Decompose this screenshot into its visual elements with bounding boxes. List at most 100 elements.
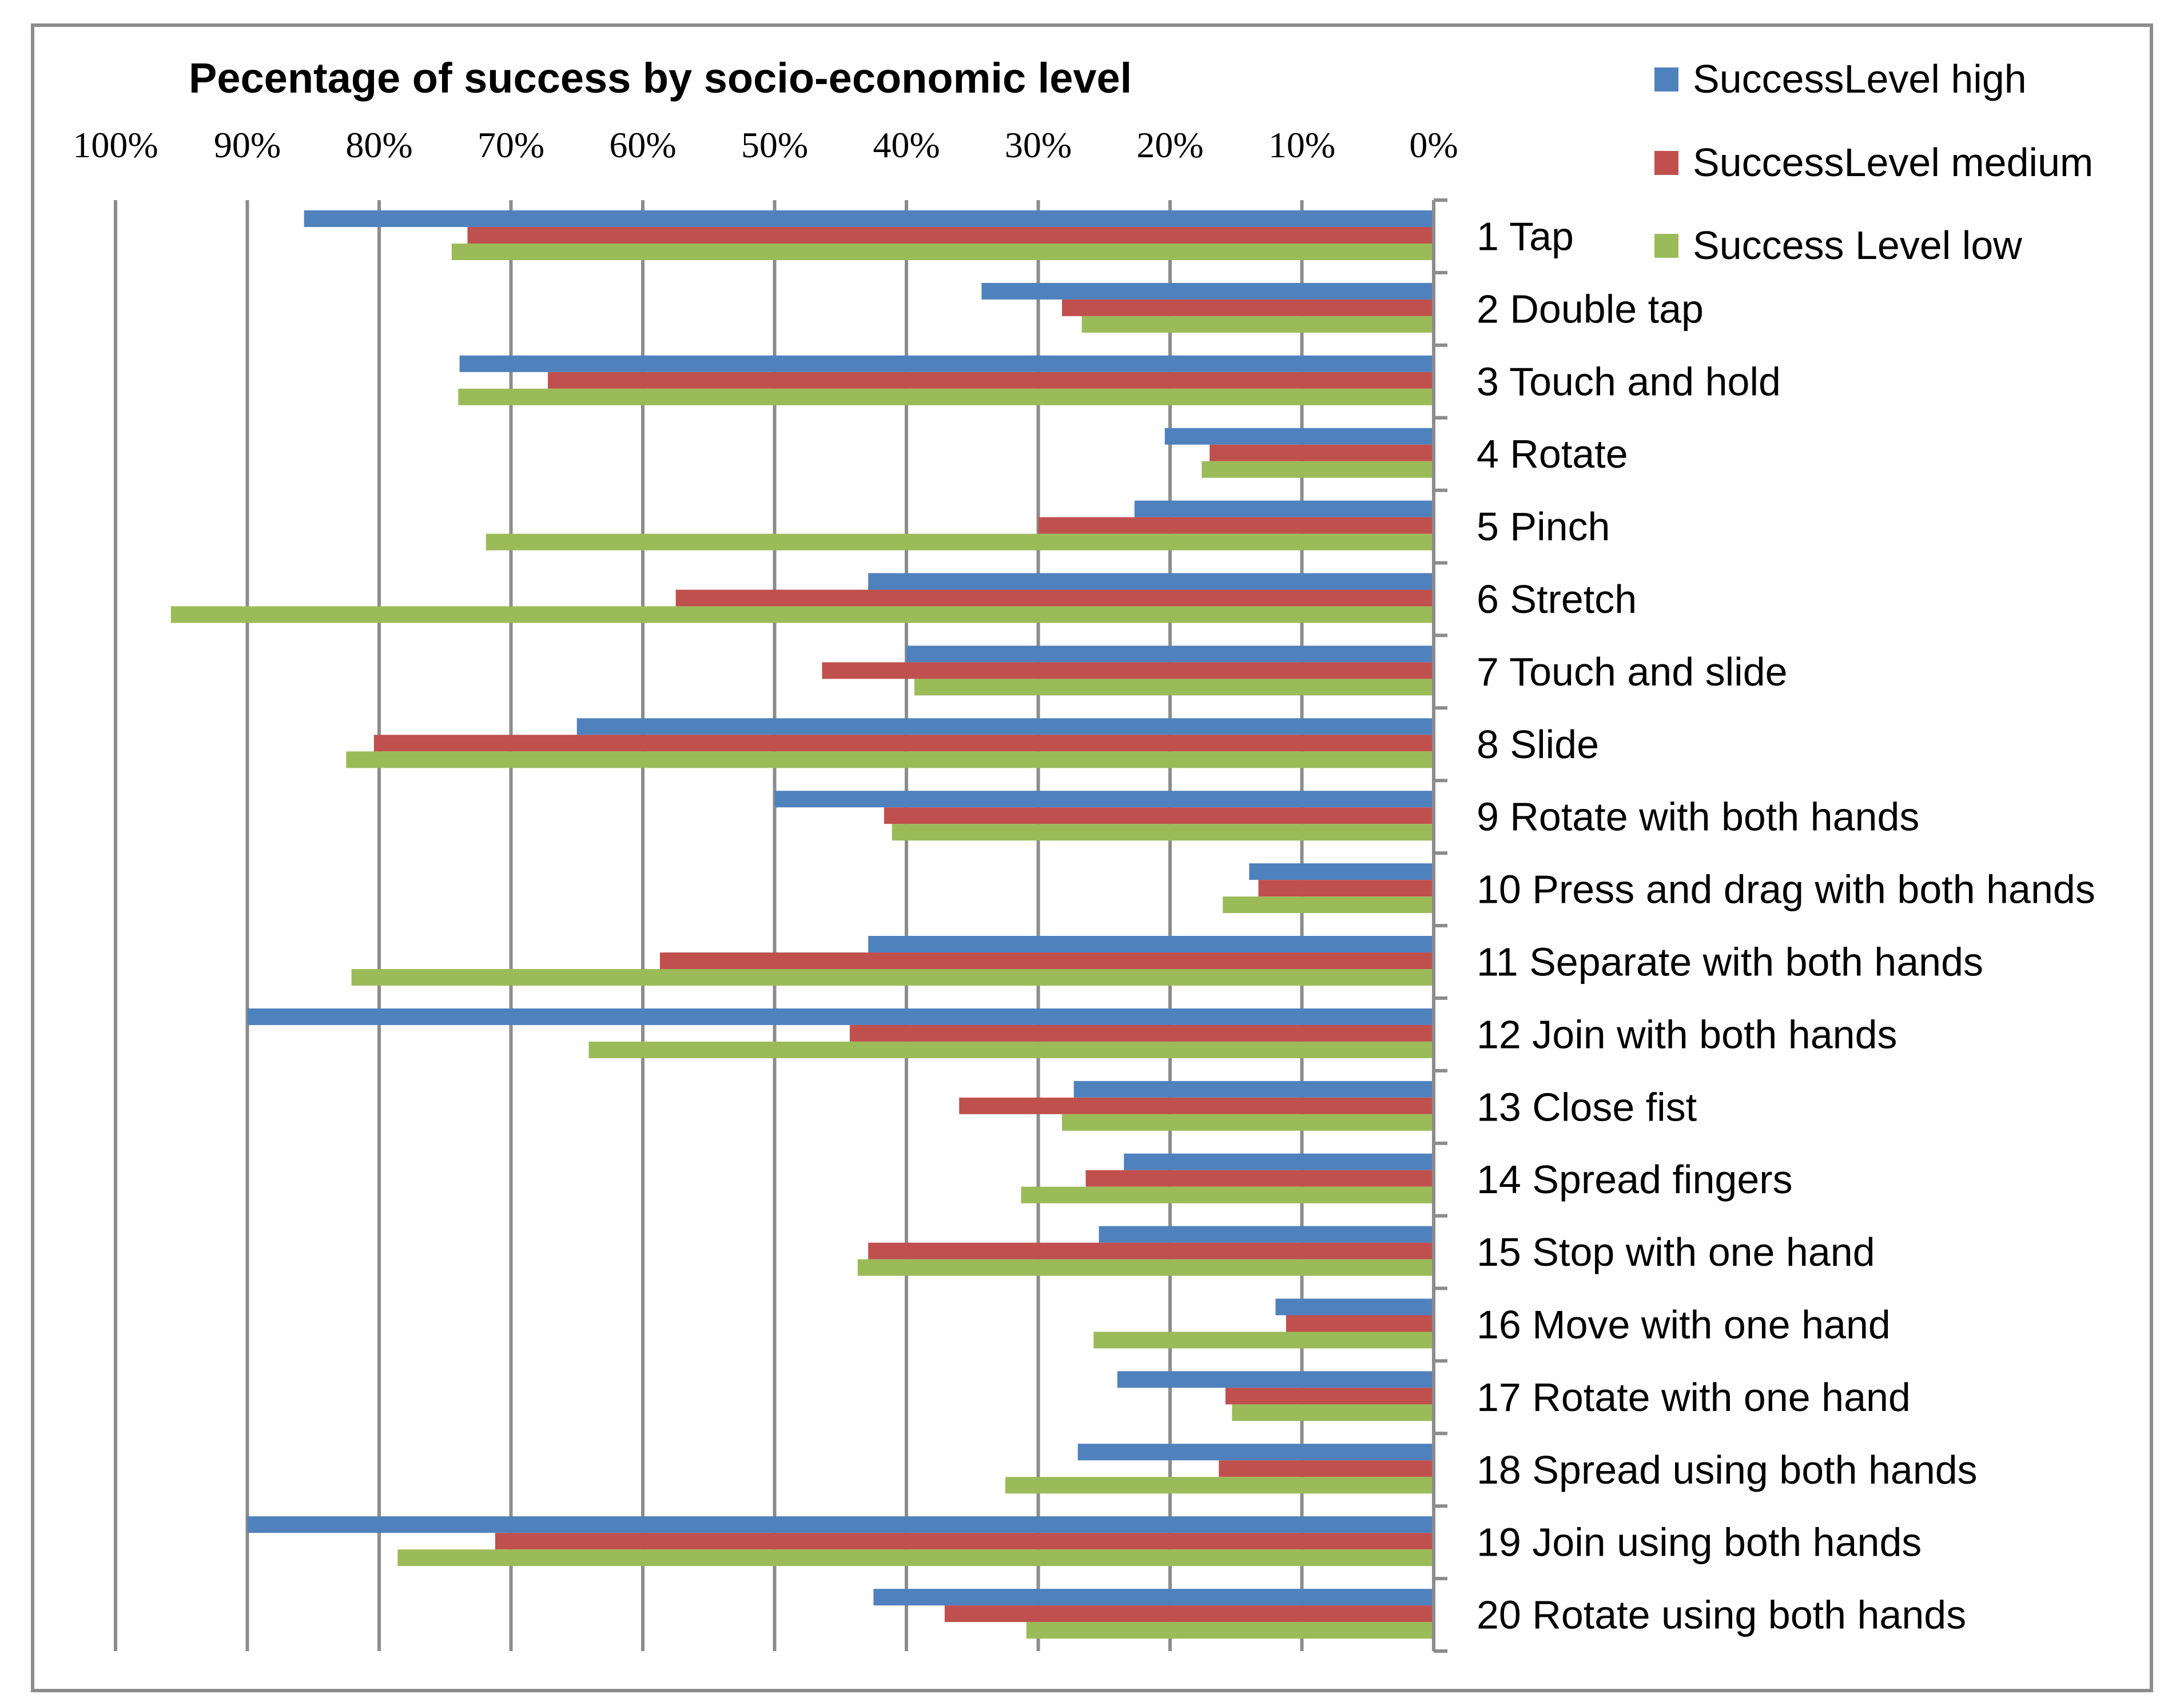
bar [397, 1549, 1434, 1567]
category-label: 12 Join with both hands [1477, 1012, 1897, 1057]
x-tick-label: 60% [609, 125, 676, 165]
bar [944, 1605, 1434, 1623]
bar [1061, 1114, 1434, 1131]
bar [588, 1041, 1434, 1058]
category-label: 16 Move with one hand [1477, 1302, 1891, 1347]
chart-title: Pecentage of success by socio-economic l… [189, 54, 1132, 102]
category-label: 2 Double tap [1477, 286, 1704, 331]
bar [346, 751, 1434, 768]
bar [659, 952, 1434, 969]
bar [304, 210, 1434, 227]
category-label: 13 Close fist [1477, 1085, 1697, 1129]
bar [981, 282, 1434, 300]
bar [1061, 299, 1434, 316]
bar [1081, 316, 1434, 333]
bar [548, 372, 1434, 389]
category-labels: 1 Tap 2 Double tap 3 Touch and hold 4 Rotat… [1477, 214, 2095, 1637]
category-label: 19 Join using both hands [1477, 1520, 1922, 1565]
bar [1073, 1081, 1434, 1098]
x-tick-label: 50% [741, 125, 808, 165]
bar [1124, 1153, 1434, 1170]
bar [1219, 1460, 1434, 1477]
bar [1085, 1170, 1434, 1187]
bar [1026, 1622, 1434, 1639]
category-label: 18 Spread using both hands [1477, 1448, 1978, 1492]
bar [459, 355, 1434, 372]
category-label: 6 Stretch [1477, 577, 1637, 621]
legend-swatch [1654, 67, 1678, 91]
bar [451, 244, 1434, 260]
legend-swatch [1654, 151, 1678, 175]
bar [1210, 444, 1434, 461]
bar [1093, 1332, 1434, 1349]
category-label: 20 Rotate using both hands [1477, 1593, 1966, 1637]
category-label: 17 Rotate with one hand [1477, 1375, 1911, 1420]
bar [1134, 500, 1434, 517]
x-tick-label: 10% [1268, 125, 1335, 165]
category-label: 11 Separate with both hands [1477, 939, 1983, 984]
category-label: 1 Tap [1477, 214, 1574, 258]
bar [1077, 1444, 1434, 1461]
category-label: 9 Rotate with both hands [1477, 795, 1919, 839]
x-tick-label: 20% [1136, 125, 1203, 165]
x-tick-label: 70% [478, 125, 544, 165]
bar [486, 533, 1434, 551]
x-tick-label: 0% [1409, 125, 1458, 165]
legend-label: Success Level low [1693, 223, 2022, 268]
bar [247, 1516, 1434, 1533]
legend-item: SuccessLevel medium [1654, 140, 2093, 185]
bar [1099, 1226, 1434, 1243]
bar [868, 936, 1434, 952]
legend-item: Success Level low [1654, 223, 2022, 268]
bar [1164, 428, 1434, 445]
legend-label: SuccessLevel medium [1693, 140, 2093, 185]
bar [1258, 880, 1434, 897]
bar [868, 573, 1434, 590]
bar [458, 388, 1434, 405]
chart-border [31, 23, 2153, 1692]
bar [1005, 1477, 1434, 1494]
bar [1275, 1298, 1434, 1316]
category-label: 4 Rotate [1477, 432, 1628, 476]
bar [906, 645, 1434, 663]
legend-swatch [1654, 234, 1678, 258]
bar [914, 679, 1434, 696]
bar [822, 662, 1434, 679]
category-label: 10 Press and drag with both hands [1477, 867, 2095, 912]
bar [576, 718, 1434, 735]
bar [884, 807, 1434, 824]
category-label: 8 Slide [1477, 722, 1599, 767]
bar [1117, 1371, 1434, 1388]
x-tick-label: 90% [214, 125, 281, 165]
bar [892, 824, 1434, 841]
legend-label: SuccessLevel high [1693, 57, 2027, 101]
bar [1225, 1388, 1434, 1405]
bar [1202, 461, 1434, 478]
x-axis-ticks: 0% 10% 20% 30% 40% 50% 60% 70% 80% 90% 100% [73, 125, 1458, 165]
bar [774, 791, 1434, 808]
category-label: 5 Pinch [1477, 504, 1610, 549]
bar [1021, 1186, 1434, 1203]
bar [1249, 863, 1434, 880]
bar [247, 1008, 1434, 1025]
category-axis [1432, 198, 1447, 1653]
bar [1232, 1404, 1434, 1421]
bar [170, 606, 1434, 623]
bar [675, 589, 1434, 607]
x-tick-label: 40% [873, 125, 940, 165]
bar [868, 1242, 1434, 1259]
x-tick-label: 100% [73, 125, 158, 165]
bar [1286, 1315, 1434, 1332]
bar [959, 1097, 1434, 1114]
category-label: 14 Spread fingers [1477, 1157, 1793, 1202]
bar [351, 969, 1434, 986]
bar [1038, 517, 1434, 534]
bars [170, 210, 1434, 1639]
category-label: 3 Touch and hold [1477, 359, 1781, 404]
x-tick-label: 80% [345, 125, 412, 165]
legend-item: SuccessLevel high [1654, 57, 2027, 101]
bar [857, 1259, 1434, 1276]
bar [495, 1533, 1434, 1550]
